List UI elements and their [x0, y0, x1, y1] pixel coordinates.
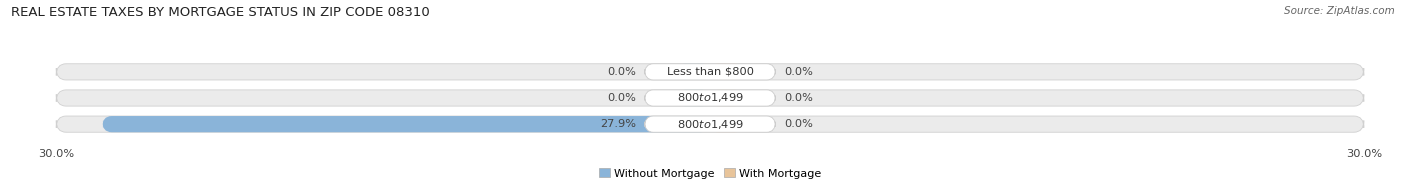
- FancyBboxPatch shape: [710, 90, 742, 106]
- Text: Less than $800: Less than $800: [666, 67, 754, 77]
- FancyBboxPatch shape: [678, 90, 710, 106]
- Legend: Without Mortgage, With Mortgage: Without Mortgage, With Mortgage: [595, 164, 825, 183]
- Text: $800 to $1,499: $800 to $1,499: [676, 92, 744, 104]
- FancyBboxPatch shape: [644, 64, 776, 80]
- Text: 0.0%: 0.0%: [607, 67, 636, 77]
- FancyBboxPatch shape: [710, 64, 742, 80]
- FancyBboxPatch shape: [56, 90, 1364, 106]
- Text: Source: ZipAtlas.com: Source: ZipAtlas.com: [1284, 6, 1395, 16]
- FancyBboxPatch shape: [710, 116, 742, 132]
- FancyBboxPatch shape: [56, 116, 1364, 132]
- FancyBboxPatch shape: [644, 116, 776, 132]
- Text: 27.9%: 27.9%: [600, 119, 636, 129]
- Text: 0.0%: 0.0%: [785, 93, 813, 103]
- Text: REAL ESTATE TAXES BY MORTGAGE STATUS IN ZIP CODE 08310: REAL ESTATE TAXES BY MORTGAGE STATUS IN …: [11, 6, 430, 19]
- Text: 0.0%: 0.0%: [607, 93, 636, 103]
- FancyBboxPatch shape: [678, 64, 710, 80]
- FancyBboxPatch shape: [56, 64, 1364, 80]
- Text: 0.0%: 0.0%: [785, 119, 813, 129]
- FancyBboxPatch shape: [644, 90, 776, 106]
- FancyBboxPatch shape: [103, 116, 710, 132]
- Text: $800 to $1,499: $800 to $1,499: [676, 118, 744, 131]
- Text: 0.0%: 0.0%: [785, 67, 813, 77]
